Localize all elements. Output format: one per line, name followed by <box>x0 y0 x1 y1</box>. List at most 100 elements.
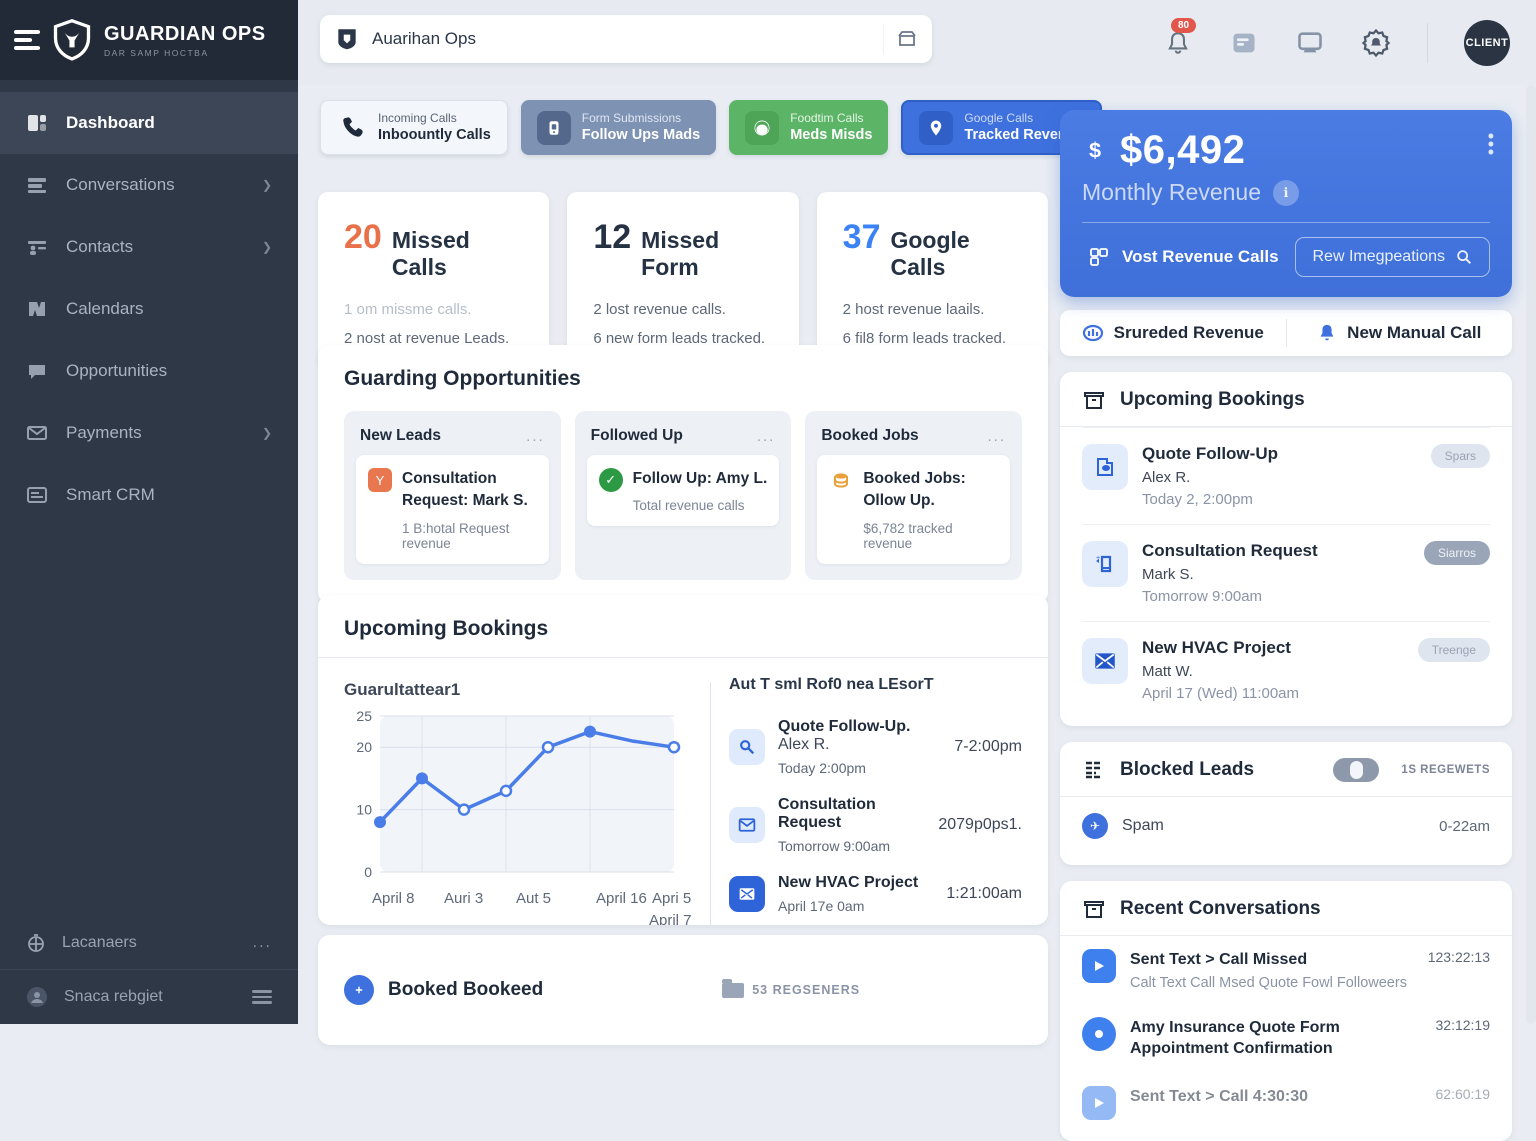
booking-item[interactable]: New HVAC Project Matt W. April 17 (Wed) … <box>1082 621 1490 718</box>
booking-item-time: Today 2, 2:00pm <box>1142 491 1253 508</box>
bookings-chart: Guarultattear1 25 20 10 0 April 8 Auri 3 Au… <box>344 672 694 925</box>
lead-card-sub: 1 B:hotal Request revenue <box>402 520 510 551</box>
notes-icon[interactable] <box>1229 28 1259 58</box>
search-input[interactable] <box>372 29 871 49</box>
booking-item-title: New HVAC Project <box>1142 638 1291 657</box>
location-pin-icon <box>919 110 954 145</box>
archive-icon[interactable] <box>896 28 918 50</box>
pill-incoming-calls[interactable]: Incoming Calls Inboountly Calls <box>320 100 508 155</box>
column-title: Followed Up <box>590 427 683 444</box>
lead-card[interactable]: ✓ Follow Up: Amy L. Total revenue calls <box>586 455 780 527</box>
lead-card[interactable]: Y Consultation Request: Mark S. 1 B:hota… <box>356 455 549 564</box>
status-badge: Treenge <box>1417 638 1490 662</box>
shield-logo-icon <box>53 18 91 61</box>
new-integrations-label: Rew Imegpeations <box>1312 248 1445 265</box>
status-badge: Spars <box>1430 444 1490 468</box>
user-avatar[interactable]: CLIENT <box>1464 19 1510 66</box>
pill-meds-calls[interactable]: Foodtim Calls Meds Misds <box>729 100 889 155</box>
pill-top-label: Foodtim Calls <box>790 110 864 125</box>
record-dot-icon <box>1082 1016 1116 1051</box>
more-dots-icon[interactable]: ... <box>252 934 272 951</box>
pill-bottom-label: Inboountly Calls <box>378 126 491 143</box>
menu-icon[interactable] <box>14 30 40 50</box>
blocked-lead-time: 0-22am <box>1439 817 1490 835</box>
booking-row[interactable]: Consultation Request Tomorrow 9:00am 207… <box>729 786 1022 864</box>
calendar-box-icon <box>1084 392 1104 409</box>
kanban-column-booked-jobs: Booked Jobs ... Booked Jobs: Ollow Up. $… <box>805 411 1023 580</box>
info-icon[interactable]: ℹ <box>1273 179 1299 206</box>
x-tick: April 7 <box>649 912 692 925</box>
column-title: New Leads <box>360 427 441 444</box>
booking-row[interactable]: Quote Follow-Up. Alex R. Today 2:00pm 7-… <box>729 708 1022 786</box>
envelope-x-icon <box>729 876 765 912</box>
upcoming-bookings-panel: Upcoming Bookings Quote Follow-Up Alex R… <box>1060 372 1512 726</box>
play-message-icon <box>1082 949 1116 983</box>
sidebar-nav: Dashboard Conversations ❯ Contacts ❯ Cal… <box>0 92 298 526</box>
new-manual-call-button[interactable]: New Manual Call <box>1287 323 1513 343</box>
conversation-time: 32:12:19 <box>1435 1016 1491 1033</box>
column-menu-icon[interactable]: ... <box>526 427 545 445</box>
lost-revenue-calls-button[interactable]: Vost Revenue Calls <box>1082 238 1285 276</box>
scrollbar-track[interactable] <box>1526 85 1536 1024</box>
panel-title: Upcoming Bookings <box>1120 389 1305 410</box>
sidebar-item-contacts[interactable]: Contacts ❯ <box>0 216 298 278</box>
pill-form-submissions[interactable]: Form Submissions Follow Ups Mads <box>520 100 717 155</box>
conversation-time: 62:60:19 <box>1435 1085 1491 1102</box>
svg-text:0: 0 <box>364 864 372 880</box>
magnifier-icon <box>729 729 765 765</box>
chart-badge-icon <box>1082 324 1103 342</box>
new-integrations-button[interactable]: Rew Imegpeations <box>1295 237 1490 277</box>
stat-value: 20 <box>344 218 382 256</box>
app-subtitle: DAR SAMP HOCTBA <box>104 47 209 58</box>
shared-revenue-button[interactable]: Srureded Revenue <box>1060 322 1286 344</box>
revenue-label: Monthly Revenue <box>1082 179 1261 205</box>
conversation-item[interactable]: Sent Text > Call 4:30:30 62:60:19 <box>1082 1073 1490 1133</box>
lead-card[interactable]: Booked Jobs: Ollow Up. $6,782 tracked re… <box>817 455 1011 564</box>
sidebar-item-calendars[interactable]: Calendars <box>0 278 298 340</box>
booking-row[interactable]: New HVAC Project April 17e 0am 1:21:00am <box>729 864 1022 924</box>
blocked-lead-item[interactable]: ✈ Spam 0-22am <box>1082 797 1490 857</box>
kebab-menu-icon[interactable]: • • • <box>1487 126 1494 163</box>
x-tick: April 16 <box>596 890 647 907</box>
globe-icon <box>26 933 46 953</box>
conversation-item[interactable]: Sent Text > Call Missed Calt Text Call M… <box>1082 936 1490 1004</box>
column-menu-icon[interactable]: ... <box>987 427 1007 445</box>
booking-item[interactable]: Quote Follow-Up Alex R. Today 2, 2:00pm … <box>1082 427 1490 524</box>
booking-name: Alex R. <box>778 736 830 753</box>
pill-bottom-label: Meds Misds <box>790 126 873 143</box>
notifications-bell-icon[interactable]: 80 <box>1163 17 1197 58</box>
booking-time: 7-2:00pm <box>954 738 1022 755</box>
settings-gear-icon[interactable] <box>1361 28 1391 58</box>
stat-card-google-calls: 37 Google Calls 2 host revenue laails. 6 … <box>816 192 1048 369</box>
stat-label: Missed Form <box>641 227 720 280</box>
stat-value: 12 <box>593 218 632 256</box>
inbox-icon <box>1084 901 1104 918</box>
sidebar-item-label: Payments <box>66 423 142 442</box>
booked-label: Booked Bookeed <box>388 979 544 1000</box>
revenue-amount: $6,492 <box>1120 128 1246 172</box>
conversation-title: Sent Text > Call Missed <box>1130 951 1308 968</box>
column-menu-icon[interactable]: ... <box>756 427 776 445</box>
booking-item[interactable]: + Consultation Request Mark S. Tomorrow … <box>1082 524 1490 621</box>
sidebar-footer-profile[interactable]: Snaca rebgiet <box>0 969 298 1024</box>
chat-icon[interactable] <box>1295 28 1325 58</box>
check-circle-icon: ✓ <box>598 468 623 492</box>
conversation-sub: Calt Text Call Msed Quote Fowl Followeer… <box>1130 974 1407 991</box>
sidebar-item-smart-crm[interactable]: Smart CRM <box>0 464 298 526</box>
sidebar-item-dashboard[interactable]: Dashboard <box>0 92 298 154</box>
sidebar-footer-launchers[interactable]: Lacanaers ... <box>0 917 298 969</box>
sidebar-item-opportunities[interactable]: Opportunities <box>0 340 298 402</box>
search-divider <box>883 24 884 54</box>
sidebar-item-label: Contacts <box>66 237 134 256</box>
logo-band: GUARDIAN OPS DAR SAMP HOCTBA <box>0 0 298 80</box>
search-bar <box>320 15 932 63</box>
sidebar-item-conversations[interactable]: Conversations ❯ <box>0 154 298 216</box>
conversation-item[interactable]: Amy Insurance Quote Form Appointment Con… <box>1082 1004 1490 1073</box>
sidebar-item-label: Smart CRM <box>66 485 155 504</box>
monthly-revenue-card: $ $6,492 • • • Monthly Revenue ℹ Vost Reve… <box>1060 110 1512 297</box>
svg-text:+: + <box>1096 555 1100 562</box>
blocked-leads-toggle[interactable] <box>1333 758 1380 782</box>
settings-lines-icon[interactable] <box>252 987 272 1007</box>
sidebar-item-payments[interactable]: Payments ❯ <box>0 402 298 464</box>
recent-conversations-panel: Recent Conversations Sent Text > Call Mi… <box>1060 881 1512 1141</box>
